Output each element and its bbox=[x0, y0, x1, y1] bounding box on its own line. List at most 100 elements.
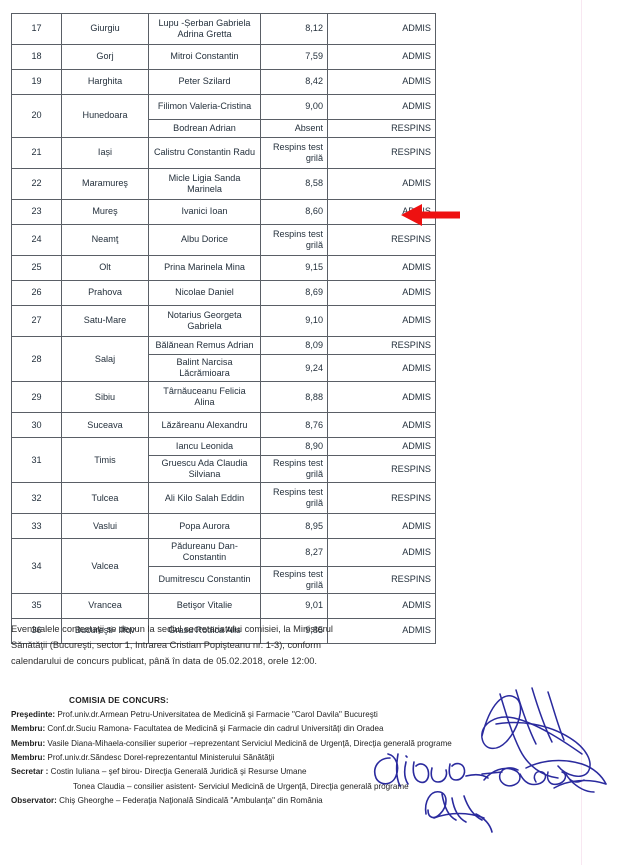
table-row: 21 Iași Calistru Constantin Radu Respins te… bbox=[11, 137, 436, 169]
cell-nr-crt: 31 bbox=[11, 437, 62, 484]
notice-line-2: Sănătăţii (Bucureşti, sector 1, Intrarea… bbox=[11, 639, 322, 650]
cell-candidate-name: Ali Kilo Salah Eddin bbox=[148, 482, 261, 515]
cell-grade: Respins test grilă bbox=[260, 482, 328, 515]
cell-grade: 8,42 bbox=[260, 69, 328, 95]
cell-candidate-name: Târnăuceanu Felicia Alina bbox=[148, 381, 261, 414]
cell-judet: Mureş bbox=[61, 199, 149, 225]
committee-entry-role: Secretar : bbox=[11, 767, 49, 777]
table-row: 24 Neamţ Albu Dorice Respins test grilă RESP… bbox=[11, 224, 436, 256]
cell-judet: Tulcea bbox=[61, 482, 149, 515]
cell-candidate-name: Notarius Georgeta Gabriela bbox=[148, 305, 261, 337]
cell-status: ADMIS bbox=[327, 437, 436, 457]
cell-status: RESPINS bbox=[327, 119, 436, 138]
committee-entry-role: Preşedinte: bbox=[11, 709, 56, 719]
notice-line-3: calendarului de concurs publicat, până î… bbox=[11, 655, 317, 666]
cell-grade: Absent bbox=[260, 119, 328, 138]
committee-entry-text: Vasile Diana-Mihaela-consilier superior … bbox=[45, 738, 452, 748]
cell-nr-crt: 25 bbox=[11, 255, 62, 281]
cell-nr-crt: 27 bbox=[11, 305, 62, 337]
table-row: 36 Bucureşti- Ilfov Grasu Rodica Alis 9,85 A… bbox=[11, 617, 436, 644]
cell-candidate-name: Lupu -Șerban Gabriela Adrina Gretta bbox=[148, 13, 261, 45]
committee-entry: Tonea Claudia – consilier asistent- Serv… bbox=[11, 780, 611, 794]
cell-status: ADMIS bbox=[327, 13, 436, 45]
cell-nr-crt: 30 bbox=[11, 412, 62, 439]
cell-candidate-name: Gruescu Ada Claudia Silviana bbox=[148, 455, 261, 484]
cell-status: ADMIS bbox=[327, 592, 436, 619]
table-row: 27 Satu-Mare Notarius Georgeta Gabriela 9,1… bbox=[11, 305, 436, 337]
table-row: 34 Valcea Pădureanu Dan-Constantin 8,27 ADMI… bbox=[11, 538, 436, 594]
committee-entry-role: Membru: bbox=[11, 738, 46, 748]
table-row: 22 Maramureş Micle Ligia Sanda Marinela 8,5… bbox=[11, 168, 436, 200]
cell-status: ADMIS bbox=[327, 255, 436, 281]
cell-nr-crt: 29 bbox=[11, 381, 62, 414]
committee-heading: COMISIA DE CONCURS: bbox=[69, 695, 169, 705]
cell-candidate-name: Nicolae Daniel bbox=[148, 280, 261, 306]
cell-candidate-name: Lăzăreanu Alexandru bbox=[148, 412, 261, 439]
committee-entry-role: Membru: bbox=[11, 724, 46, 734]
cell-status: RESPINS bbox=[327, 455, 436, 484]
committee-entry: Secretar : Costin Iuliana – şef birou- D… bbox=[11, 765, 611, 779]
cell-status: ADMIS bbox=[327, 381, 436, 414]
cell-grade: 8,76 bbox=[260, 412, 328, 439]
page-margin-rule bbox=[581, 0, 582, 865]
table-row: 26 Prahova Nicolae Daniel 8,69 ADMIS bbox=[11, 280, 436, 306]
cell-grade: 9,15 bbox=[260, 255, 328, 281]
committee-entry: Preşedinte: Prof.univ.dr.Armean Petru-Un… bbox=[11, 708, 611, 722]
cell-candidate-name: Micle Ligia Sanda Marinela bbox=[148, 168, 261, 200]
committee-entry: Observator: Chiş Gheorghe – Federaţia Na… bbox=[11, 794, 611, 808]
table-row: Dumitrescu Constantin Respins test grilă R… bbox=[12, 565, 436, 594]
table-row: 35 Vrancea Betişor Vitalie 9,01 ADMIS bbox=[11, 592, 436, 619]
cell-status: ADMIS bbox=[327, 538, 436, 567]
committee-entry: Membru: Prof.univ.dr.Săndesc Dorel-repre… bbox=[11, 751, 611, 765]
cell-candidate-name: Filimon Valeria-Cristina bbox=[148, 94, 261, 120]
committee-entry: Membru: Conf.dr.Suciu Ramona- Facultatea… bbox=[11, 722, 611, 736]
cell-candidate-name: Balint Narcisa Lăcrămioara bbox=[148, 353, 261, 383]
cell-status: ADMIS bbox=[327, 412, 436, 439]
table-row: 25 Olt Prina Marinela Mina 9,15 ADMIS bbox=[11, 255, 436, 281]
cell-grade: Respins test grilă bbox=[260, 565, 328, 594]
cell-candidate-name: Prina Marinela Mina bbox=[148, 255, 261, 281]
committee-entry-role: Observator: bbox=[11, 796, 57, 806]
cell-nr-crt: 18 bbox=[11, 44, 62, 70]
table-row: 30 Suceava Lăzăreanu Alexandru 8,76 ADMIS bbox=[11, 412, 436, 439]
red-annotation-arrow bbox=[401, 204, 460, 226]
cell-status: RESPINS bbox=[327, 137, 436, 169]
cell-grade: 9,85 bbox=[260, 617, 328, 644]
cell-judet: Giurgiu bbox=[61, 13, 149, 45]
table-row: 19 Harghita Peter Szilard 8,42 ADMIS bbox=[11, 69, 436, 95]
table-row: 29 Sibiu Târnăuceanu Felicia Alina 8,88 ADMI… bbox=[11, 381, 436, 414]
cell-grade: 9,00 bbox=[260, 94, 328, 120]
cell-candidate-name: Iancu Leonida bbox=[148, 437, 261, 457]
cell-status: ADMIS bbox=[327, 353, 436, 383]
cell-grade: 8,88 bbox=[260, 381, 328, 414]
table-row: 33 Vaslui Popa Aurora 8,95 ADMIS bbox=[11, 513, 436, 540]
committee-entry-text: Prof.univ.dr.Armean Petru-Universitatea … bbox=[55, 709, 378, 719]
cell-judet: Vaslui bbox=[61, 513, 149, 540]
cell-status: RESPINS bbox=[327, 482, 436, 515]
cell-nr-crt: 34 bbox=[11, 538, 62, 594]
cell-status: ADMIS bbox=[327, 94, 436, 120]
cell-judet: Sibiu bbox=[61, 381, 149, 414]
cell-judet: Salaj bbox=[61, 335, 149, 383]
cell-status: ADMIS bbox=[327, 305, 436, 337]
cell-nr-crt: 20 bbox=[11, 94, 62, 138]
contestation-notice: Eventualele contestaţii se depun la sedi… bbox=[11, 622, 411, 670]
cell-nr-crt: 17 bbox=[11, 13, 62, 45]
cell-grade: 9,10 bbox=[260, 305, 328, 337]
cell-judet: Gorj bbox=[61, 44, 149, 70]
cell-judet: Harghita bbox=[61, 69, 149, 95]
cell-candidate-name: Betişor Vitalie bbox=[148, 592, 261, 619]
committee-entry: Membru: Vasile Diana-Mihaela-consilier s… bbox=[11, 737, 611, 751]
table-row: 18 Gorj Mitroi Constantin 7,59 ADMIS bbox=[11, 44, 436, 70]
cell-nr-crt: 35 bbox=[11, 592, 62, 619]
cell-grade: 8,12 bbox=[260, 13, 328, 45]
notice-line-1: Eventualele contestaţii se depun la sedi… bbox=[11, 624, 333, 634]
cell-candidate-name: Mitroi Constantin bbox=[148, 44, 261, 70]
cell-status: ADMIS bbox=[327, 280, 436, 306]
cell-grade: Respins test grilă bbox=[260, 224, 328, 256]
contest-results-table: 17 Giurgiu Lupu -Șerban Gabriela Adrina Gr… bbox=[11, 13, 436, 644]
cell-grade: 7,59 bbox=[260, 44, 328, 70]
cell-nr-crt: 26 bbox=[11, 280, 62, 306]
cell-grade: 8,58 bbox=[260, 168, 328, 200]
cell-grade: 9,01 bbox=[260, 592, 328, 619]
